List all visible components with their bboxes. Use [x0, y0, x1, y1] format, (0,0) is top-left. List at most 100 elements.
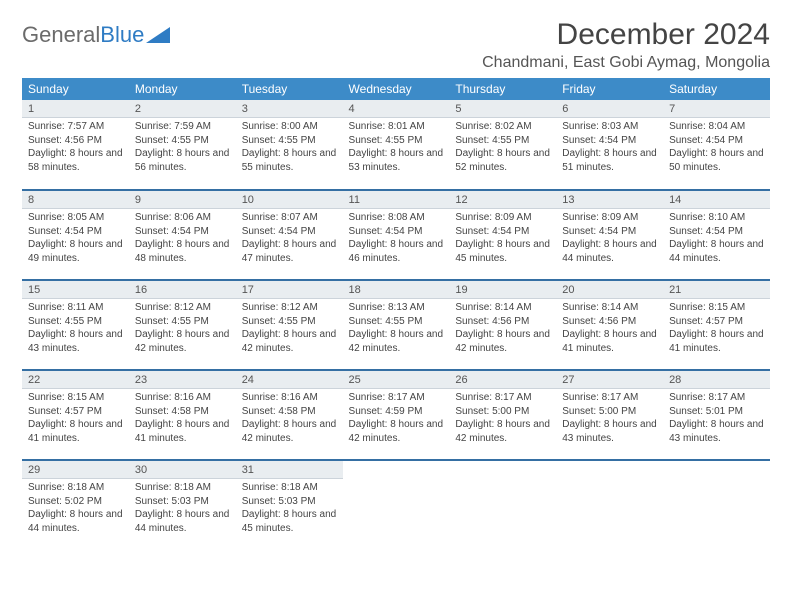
day-info: Sunrise: 8:18 AMSunset: 5:03 PMDaylight:…	[236, 479, 343, 539]
day-cell	[663, 460, 770, 550]
day-cell	[449, 460, 556, 550]
day-info: Sunrise: 8:17 AMSunset: 4:59 PMDaylight:…	[343, 389, 450, 449]
day-number: 20	[556, 281, 663, 299]
day-number: 17	[236, 281, 343, 299]
day-number: 11	[343, 191, 450, 209]
day-info: Sunrise: 8:06 AMSunset: 4:54 PMDaylight:…	[129, 209, 236, 269]
day-info: Sunrise: 8:15 AMSunset: 4:57 PMDaylight:…	[22, 389, 129, 449]
day-cell: 28Sunrise: 8:17 AMSunset: 5:01 PMDayligh…	[663, 370, 770, 460]
day-info: Sunrise: 8:12 AMSunset: 4:55 PMDaylight:…	[236, 299, 343, 359]
day-cell: 26Sunrise: 8:17 AMSunset: 5:00 PMDayligh…	[449, 370, 556, 460]
week-row: 15Sunrise: 8:11 AMSunset: 4:55 PMDayligh…	[22, 280, 770, 370]
logo-triangle-icon	[146, 25, 172, 45]
calendar-table: Sunday Monday Tuesday Wednesday Thursday…	[22, 78, 770, 550]
dow-saturday: Saturday	[663, 78, 770, 100]
day-info: Sunrise: 7:57 AMSunset: 4:56 PMDaylight:…	[22, 118, 129, 178]
day-number: 19	[449, 281, 556, 299]
day-cell: 11Sunrise: 8:08 AMSunset: 4:54 PMDayligh…	[343, 190, 450, 280]
day-cell: 29Sunrise: 8:18 AMSunset: 5:02 PMDayligh…	[22, 460, 129, 550]
day-info: Sunrise: 8:15 AMSunset: 4:57 PMDaylight:…	[663, 299, 770, 359]
day-info: Sunrise: 8:07 AMSunset: 4:54 PMDaylight:…	[236, 209, 343, 269]
day-info: Sunrise: 7:59 AMSunset: 4:55 PMDaylight:…	[129, 118, 236, 178]
day-number: 1	[22, 100, 129, 118]
day-number: 22	[22, 371, 129, 389]
day-number: 7	[663, 100, 770, 118]
day-number: 23	[129, 371, 236, 389]
day-cell: 22Sunrise: 8:15 AMSunset: 4:57 PMDayligh…	[22, 370, 129, 460]
day-number: 14	[663, 191, 770, 209]
day-number: 9	[129, 191, 236, 209]
day-cell: 20Sunrise: 8:14 AMSunset: 4:56 PMDayligh…	[556, 280, 663, 370]
day-info: Sunrise: 8:12 AMSunset: 4:55 PMDaylight:…	[129, 299, 236, 359]
day-cell: 23Sunrise: 8:16 AMSunset: 4:58 PMDayligh…	[129, 370, 236, 460]
day-cell: 8Sunrise: 8:05 AMSunset: 4:54 PMDaylight…	[22, 190, 129, 280]
day-number: 25	[343, 371, 450, 389]
day-info: Sunrise: 8:04 AMSunset: 4:54 PMDaylight:…	[663, 118, 770, 178]
day-cell: 31Sunrise: 8:18 AMSunset: 5:03 PMDayligh…	[236, 460, 343, 550]
day-number: 6	[556, 100, 663, 118]
logo-text-1: General	[22, 22, 100, 48]
day-cell: 1Sunrise: 7:57 AMSunset: 4:56 PMDaylight…	[22, 100, 129, 190]
day-number: 16	[129, 281, 236, 299]
dow-tuesday: Tuesday	[236, 78, 343, 100]
day-number: 2	[129, 100, 236, 118]
day-cell: 6Sunrise: 8:03 AMSunset: 4:54 PMDaylight…	[556, 100, 663, 190]
day-info: Sunrise: 8:17 AMSunset: 5:00 PMDaylight:…	[556, 389, 663, 449]
day-number: 28	[663, 371, 770, 389]
day-cell: 14Sunrise: 8:10 AMSunset: 4:54 PMDayligh…	[663, 190, 770, 280]
day-number: 10	[236, 191, 343, 209]
day-cell: 7Sunrise: 8:04 AMSunset: 4:54 PMDaylight…	[663, 100, 770, 190]
day-info: Sunrise: 8:16 AMSunset: 4:58 PMDaylight:…	[236, 389, 343, 449]
logo-text-2: Blue	[100, 22, 144, 48]
dow-sunday: Sunday	[22, 78, 129, 100]
day-info: Sunrise: 8:13 AMSunset: 4:55 PMDaylight:…	[343, 299, 450, 359]
dow-wednesday: Wednesday	[343, 78, 450, 100]
day-cell: 19Sunrise: 8:14 AMSunset: 4:56 PMDayligh…	[449, 280, 556, 370]
day-number: 4	[343, 100, 450, 118]
week-row: 8Sunrise: 8:05 AMSunset: 4:54 PMDaylight…	[22, 190, 770, 280]
day-cell: 27Sunrise: 8:17 AMSunset: 5:00 PMDayligh…	[556, 370, 663, 460]
day-cell: 18Sunrise: 8:13 AMSunset: 4:55 PMDayligh…	[343, 280, 450, 370]
day-cell: 25Sunrise: 8:17 AMSunset: 4:59 PMDayligh…	[343, 370, 450, 460]
day-info: Sunrise: 8:14 AMSunset: 4:56 PMDaylight:…	[449, 299, 556, 359]
week-row: 22Sunrise: 8:15 AMSunset: 4:57 PMDayligh…	[22, 370, 770, 460]
day-cell: 2Sunrise: 7:59 AMSunset: 4:55 PMDaylight…	[129, 100, 236, 190]
day-cell: 13Sunrise: 8:09 AMSunset: 4:54 PMDayligh…	[556, 190, 663, 280]
day-cell: 3Sunrise: 8:00 AMSunset: 4:55 PMDaylight…	[236, 100, 343, 190]
page-title: December 2024	[482, 18, 770, 52]
day-info: Sunrise: 8:18 AMSunset: 5:03 PMDaylight:…	[129, 479, 236, 539]
day-number: 13	[556, 191, 663, 209]
day-number: 15	[22, 281, 129, 299]
day-cell: 24Sunrise: 8:16 AMSunset: 4:58 PMDayligh…	[236, 370, 343, 460]
day-number: 5	[449, 100, 556, 118]
dow-friday: Friday	[556, 78, 663, 100]
day-info: Sunrise: 8:10 AMSunset: 4:54 PMDaylight:…	[663, 209, 770, 269]
day-cell: 4Sunrise: 8:01 AMSunset: 4:55 PMDaylight…	[343, 100, 450, 190]
day-number: 31	[236, 461, 343, 479]
logo: GeneralBlue	[22, 18, 172, 48]
day-cell: 17Sunrise: 8:12 AMSunset: 4:55 PMDayligh…	[236, 280, 343, 370]
day-info: Sunrise: 8:01 AMSunset: 4:55 PMDaylight:…	[343, 118, 450, 178]
weekday-header-row: Sunday Monday Tuesday Wednesday Thursday…	[22, 78, 770, 100]
title-block: December 2024 Chandmani, East Gobi Aymag…	[482, 18, 770, 72]
day-cell	[556, 460, 663, 550]
day-number: 26	[449, 371, 556, 389]
day-info: Sunrise: 8:17 AMSunset: 5:01 PMDaylight:…	[663, 389, 770, 449]
day-info: Sunrise: 8:11 AMSunset: 4:55 PMDaylight:…	[22, 299, 129, 359]
day-number: 21	[663, 281, 770, 299]
day-cell: 15Sunrise: 8:11 AMSunset: 4:55 PMDayligh…	[22, 280, 129, 370]
day-number: 27	[556, 371, 663, 389]
day-cell: 16Sunrise: 8:12 AMSunset: 4:55 PMDayligh…	[129, 280, 236, 370]
day-info: Sunrise: 8:18 AMSunset: 5:02 PMDaylight:…	[22, 479, 129, 539]
day-number: 8	[22, 191, 129, 209]
day-info: Sunrise: 8:09 AMSunset: 4:54 PMDaylight:…	[556, 209, 663, 269]
day-cell: 21Sunrise: 8:15 AMSunset: 4:57 PMDayligh…	[663, 280, 770, 370]
day-cell	[343, 460, 450, 550]
day-number: 12	[449, 191, 556, 209]
header: GeneralBlue December 2024 Chandmani, Eas…	[22, 18, 770, 72]
day-number: 30	[129, 461, 236, 479]
day-info: Sunrise: 8:00 AMSunset: 4:55 PMDaylight:…	[236, 118, 343, 178]
day-number: 3	[236, 100, 343, 118]
day-info: Sunrise: 8:03 AMSunset: 4:54 PMDaylight:…	[556, 118, 663, 178]
dow-monday: Monday	[129, 78, 236, 100]
